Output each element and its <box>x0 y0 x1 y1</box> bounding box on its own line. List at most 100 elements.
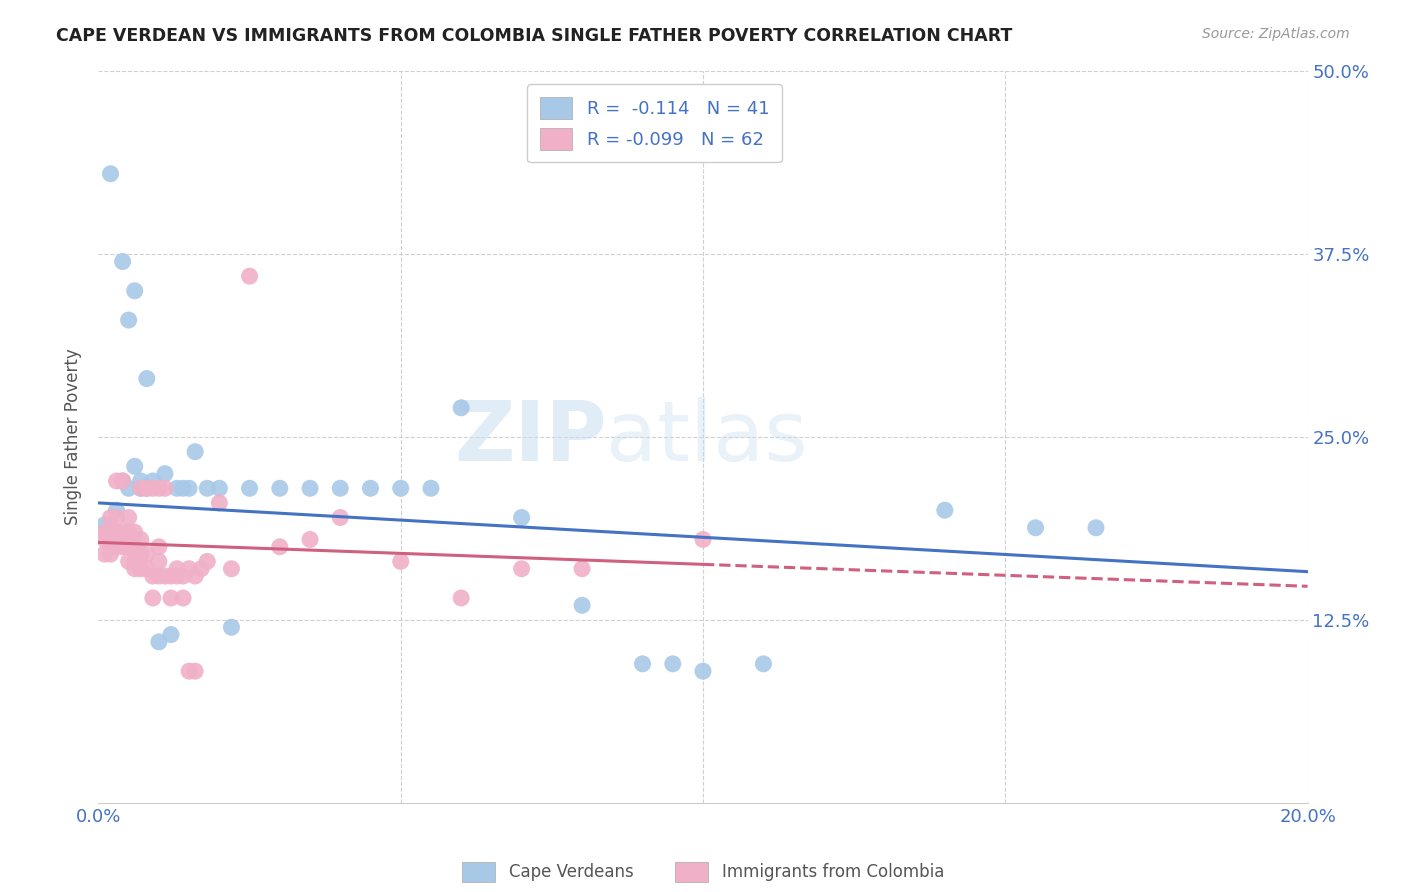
Y-axis label: Single Father Poverty: Single Father Poverty <box>65 349 83 525</box>
Point <box>124 562 146 576</box>
Point <box>148 481 170 495</box>
Point <box>360 481 382 495</box>
Point <box>129 533 152 547</box>
Point <box>93 525 115 540</box>
Point <box>105 474 128 488</box>
Point <box>118 481 141 495</box>
Text: CAPE VERDEAN VS IMMIGRANTS FROM COLOMBIA SINGLE FATHER POVERTY CORRELATION CHART: CAPE VERDEAN VS IMMIGRANTS FROM COLOMBIA… <box>56 27 1012 45</box>
Text: atlas: atlas <box>606 397 808 477</box>
Point <box>172 481 194 495</box>
Point <box>105 540 128 554</box>
Point <box>160 591 183 605</box>
Point <box>135 562 157 576</box>
Point <box>135 481 157 495</box>
Point <box>160 569 183 583</box>
Point <box>100 510 122 524</box>
Text: Source: ZipAtlas.com: Source: ZipAtlas.com <box>1202 27 1350 41</box>
Point <box>100 533 122 547</box>
Point <box>510 562 533 576</box>
Point <box>195 481 218 495</box>
Point <box>124 540 146 554</box>
Point <box>450 401 472 415</box>
Point <box>299 533 322 547</box>
Point <box>172 569 194 583</box>
Point <box>93 533 115 547</box>
Point <box>129 474 152 488</box>
Point <box>118 510 141 524</box>
Point <box>142 569 165 583</box>
Point <box>111 533 134 547</box>
Point <box>129 481 152 495</box>
Point <box>661 657 683 671</box>
Point <box>692 533 714 547</box>
Point <box>269 540 291 554</box>
Point <box>166 569 188 583</box>
Point <box>111 474 134 488</box>
Point <box>190 562 212 576</box>
Point <box>135 371 157 385</box>
Point <box>631 657 654 671</box>
Point <box>124 525 146 540</box>
Point <box>329 510 352 524</box>
Point <box>153 481 176 495</box>
Point <box>239 481 262 495</box>
Point <box>172 591 194 605</box>
Point <box>148 554 170 568</box>
Point <box>124 284 146 298</box>
Point <box>692 664 714 678</box>
Point <box>299 481 322 495</box>
Point <box>142 474 165 488</box>
Point <box>179 562 201 576</box>
Legend: Cape Verdeans, Immigrants from Colombia: Cape Verdeans, Immigrants from Colombia <box>456 855 950 888</box>
Point <box>100 547 122 561</box>
Point <box>118 525 141 540</box>
Point <box>148 635 170 649</box>
Point <box>142 591 165 605</box>
Point <box>179 481 201 495</box>
Point <box>510 510 533 524</box>
Point <box>269 481 291 495</box>
Point <box>389 554 412 568</box>
Point <box>329 481 352 495</box>
Point <box>184 444 207 458</box>
Point <box>420 481 443 495</box>
Point <box>195 554 218 568</box>
Point <box>571 599 593 613</box>
Point <box>184 569 207 583</box>
Point <box>221 620 243 634</box>
Point <box>135 547 157 561</box>
Point <box>124 459 146 474</box>
Point <box>93 547 115 561</box>
Point <box>1024 521 1046 535</box>
Point <box>129 481 152 495</box>
Point <box>450 591 472 605</box>
Point <box>148 540 170 554</box>
Point <box>184 664 207 678</box>
Point <box>100 167 122 181</box>
Point <box>221 562 243 576</box>
Point <box>105 503 128 517</box>
Point <box>166 481 188 495</box>
Point <box>239 269 262 284</box>
Point <box>208 481 231 495</box>
Point <box>179 664 201 678</box>
Point <box>129 562 152 576</box>
Point <box>105 510 128 524</box>
Point <box>208 496 231 510</box>
Point <box>142 481 165 495</box>
Point <box>93 517 115 532</box>
Point <box>571 562 593 576</box>
Point <box>111 525 134 540</box>
Point <box>105 525 128 540</box>
Point <box>135 481 157 495</box>
Point <box>160 627 183 641</box>
Point <box>111 254 134 268</box>
Point <box>100 525 122 540</box>
Point <box>934 503 956 517</box>
Point <box>124 554 146 568</box>
Point <box>389 481 412 495</box>
Point <box>129 547 152 561</box>
Point <box>111 540 134 554</box>
Point <box>153 467 176 481</box>
Point <box>1085 521 1108 535</box>
